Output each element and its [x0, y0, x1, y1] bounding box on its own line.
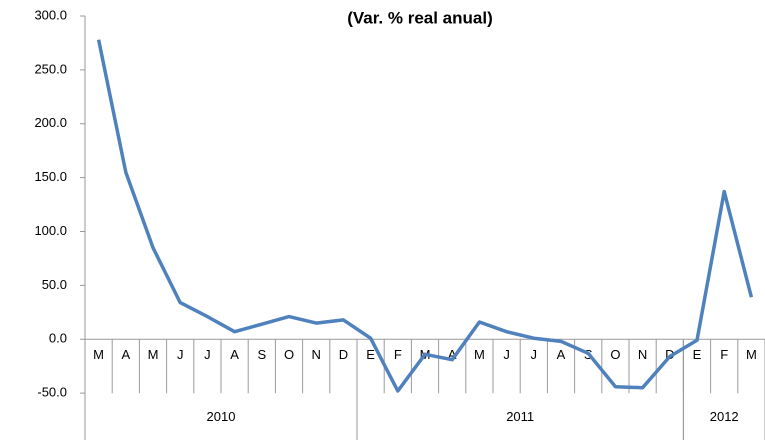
- x-tick-label: S: [257, 347, 266, 362]
- group-label: 2011: [506, 409, 534, 424]
- x-tick-label: E: [693, 347, 702, 362]
- x-tick-label: N: [312, 347, 321, 362]
- x-tick-label: M: [474, 347, 485, 362]
- chart-title: (Var. % real anual): [347, 8, 493, 27]
- y-tick-label: -100.0: [30, 438, 67, 440]
- y-tick-label: -50.0: [37, 385, 67, 400]
- group-label: 2012: [710, 409, 739, 424]
- y-tick-label: 200.0: [34, 115, 67, 130]
- group-label: 2010: [207, 409, 236, 424]
- x-tick-label: F: [394, 347, 402, 362]
- x-tick-label: M: [148, 347, 159, 362]
- x-tick-label: J: [531, 347, 538, 362]
- x-tick-label: M: [93, 347, 104, 362]
- x-tick-label: A: [230, 347, 239, 362]
- x-tick-label: N: [638, 347, 647, 362]
- x-tick-label: J: [503, 347, 510, 362]
- y-tick-label: 100.0: [34, 223, 67, 238]
- x-tick-label: D: [339, 347, 348, 362]
- y-tick-label: 250.0: [34, 61, 67, 76]
- x-tick-label: A: [448, 347, 457, 362]
- x-tick-label: F: [720, 347, 728, 362]
- x-tick-label: J: [177, 347, 184, 362]
- y-tick-label: 150.0: [34, 169, 67, 184]
- x-tick-label: O: [284, 347, 294, 362]
- x-tick-label: O: [610, 347, 620, 362]
- y-tick-label: 300.0: [34, 7, 67, 22]
- x-tick-label: A: [121, 347, 130, 362]
- x-tick-label: M: [746, 347, 757, 362]
- y-tick-label: 0.0: [49, 331, 67, 346]
- data-line: [96, 39, 754, 393]
- y-tick-label: 50.0: [42, 277, 67, 292]
- x-tick-label: J: [204, 347, 211, 362]
- x-tick-label: E: [366, 347, 375, 362]
- x-tick-label: A: [557, 347, 566, 362]
